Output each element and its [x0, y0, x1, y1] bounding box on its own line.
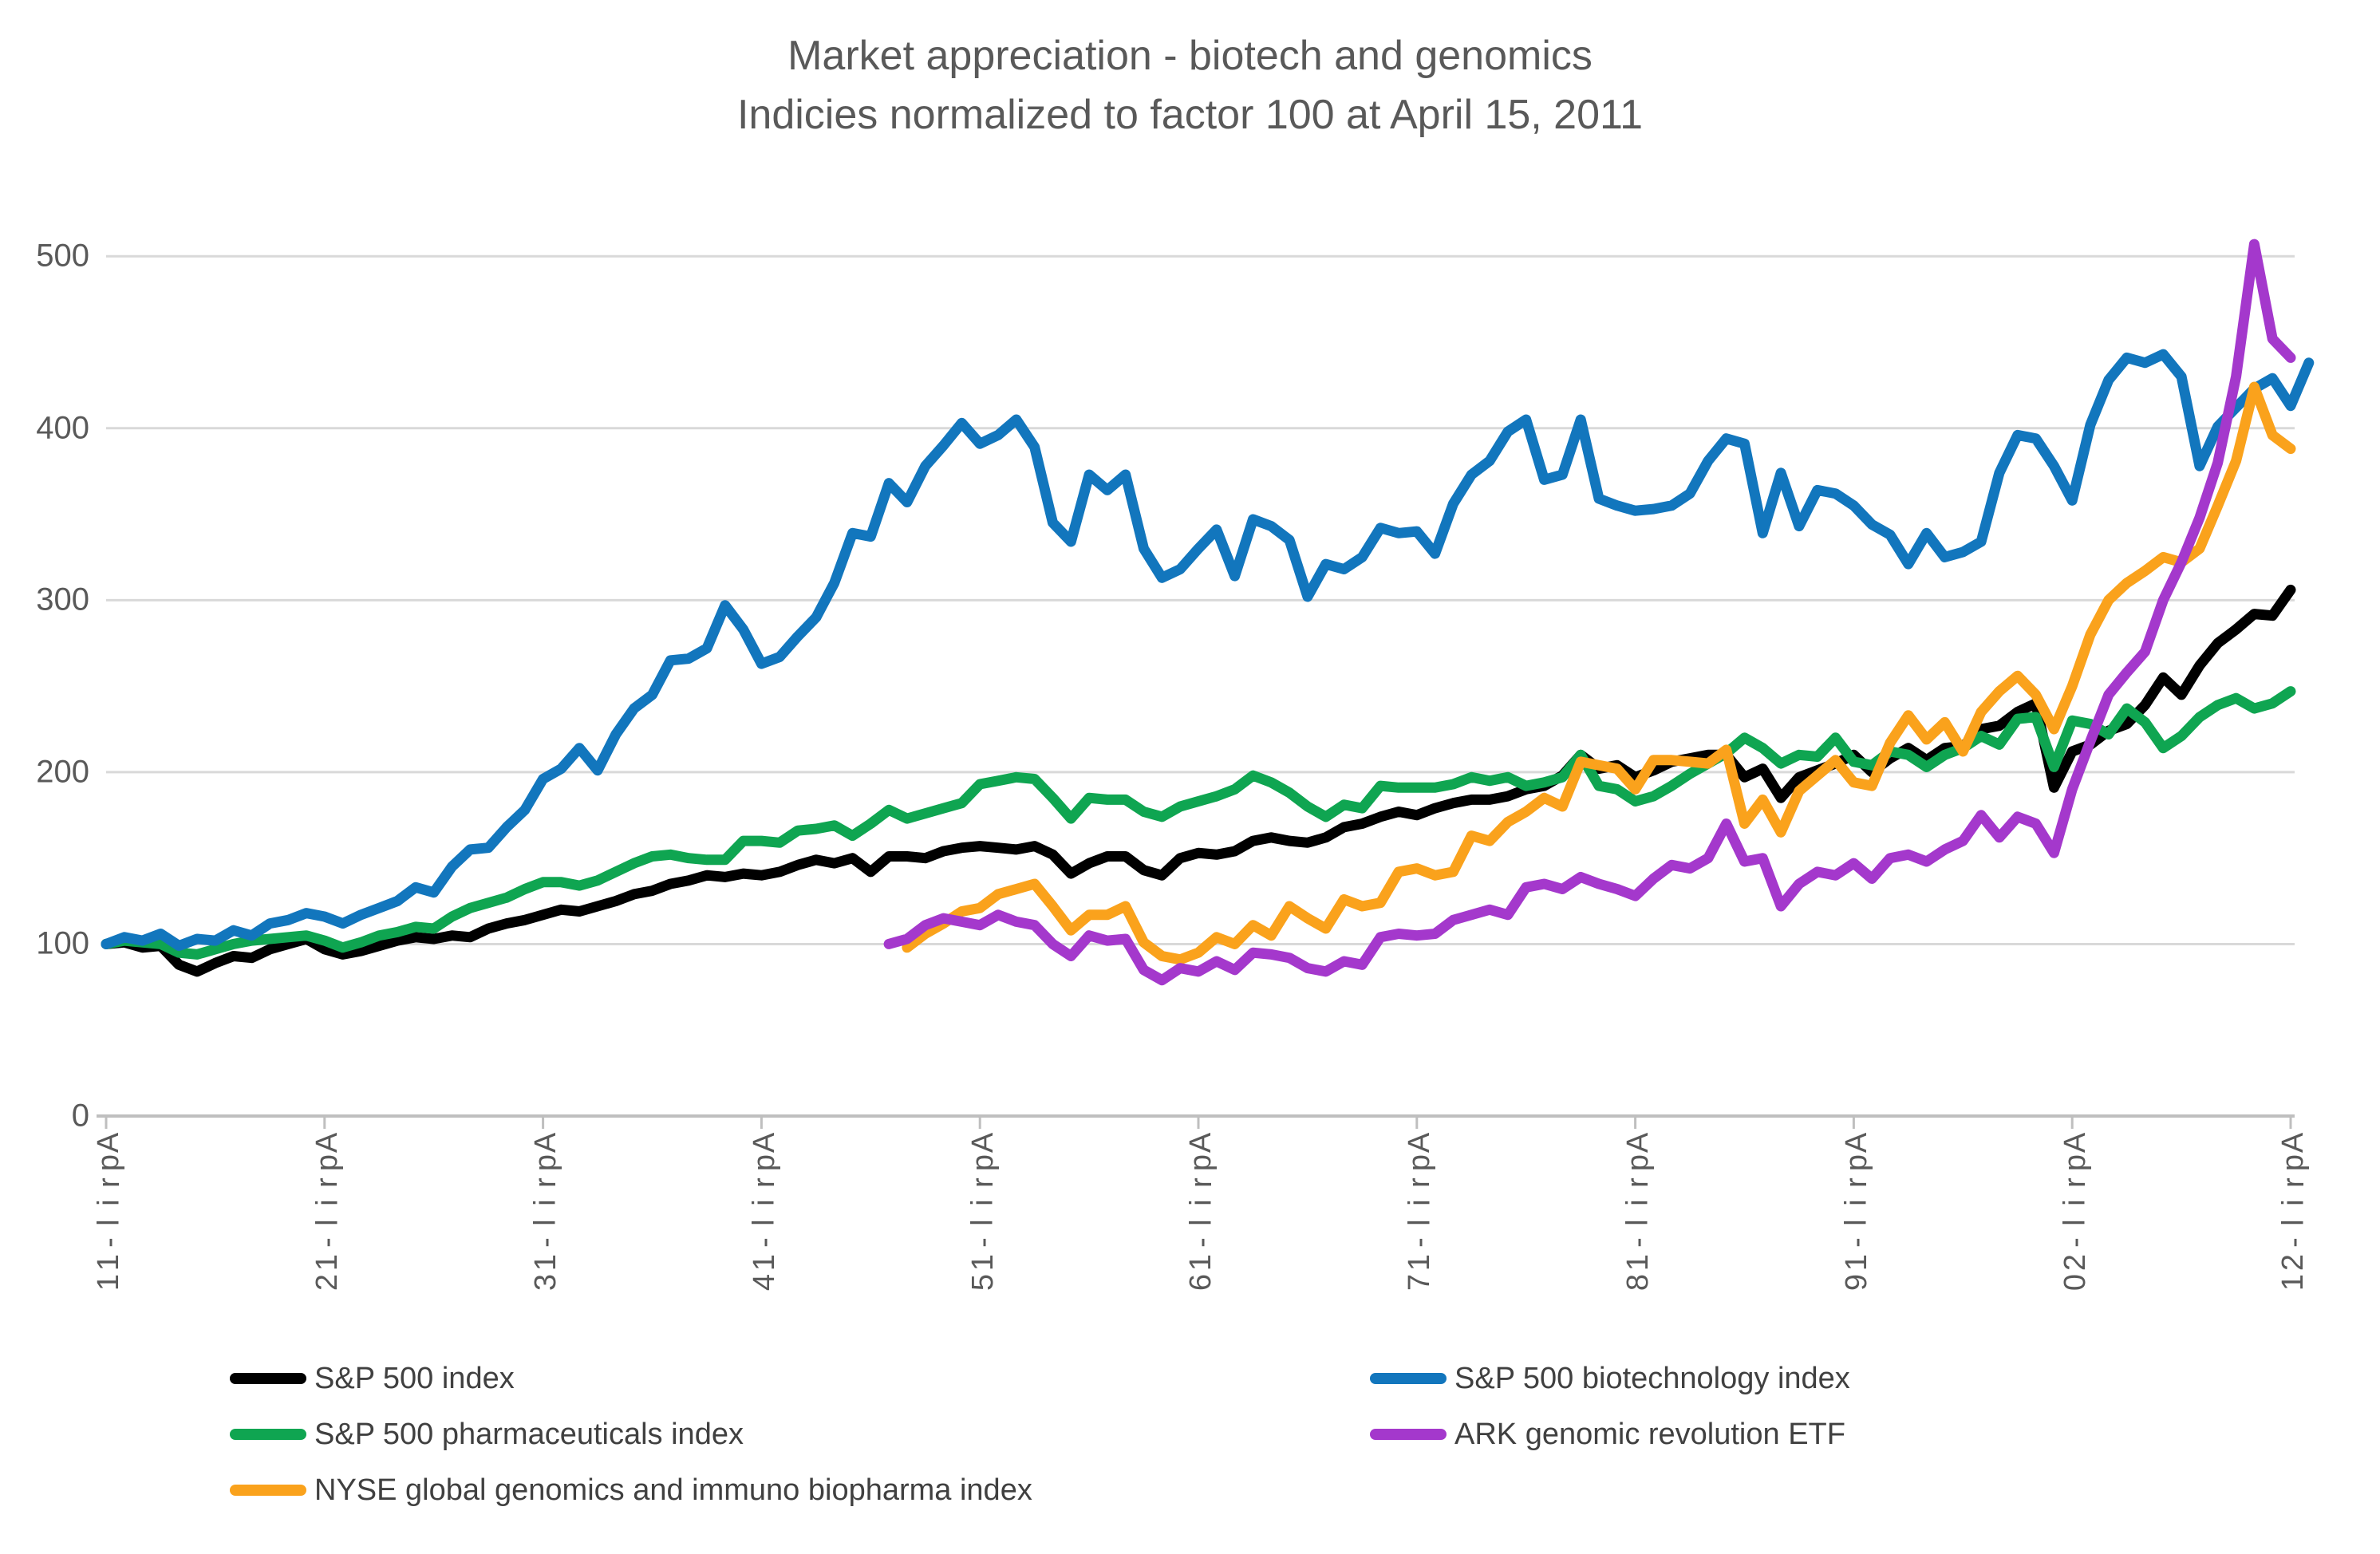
legend-item-purple: ARK genomic revolution ETF [1370, 1417, 1845, 1451]
series-line-arkg [883, 239, 2296, 986]
legend-item-green: S&P 500 pharmaceuticals index [230, 1417, 744, 1451]
legend-swatch-blue [1370, 1373, 1447, 1384]
y-axis-label-200: 200 [36, 754, 89, 790]
series-line-sp500 [101, 584, 2296, 977]
y-axis-label-0: 0 [71, 1098, 89, 1134]
y-axis-label-100: 100 [36, 925, 89, 961]
legend-swatch-orange [230, 1485, 306, 1496]
legend-swatch-purple [1370, 1429, 1447, 1440]
series-line-nyse-genomics [902, 381, 2296, 965]
y-axis-label-300: 300 [36, 582, 89, 617]
legend-label-green: S&P 500 pharmaceuticals index [314, 1417, 744, 1451]
legend-swatch-black [230, 1373, 306, 1384]
legend-item-black: S&P 500 index [230, 1361, 515, 1395]
series-line-biotech [101, 349, 2315, 952]
legend-label-blue: S&P 500 biotechnology index [1454, 1361, 1850, 1395]
legend-item-orange: NYSE global genomics and immuno biopharm… [230, 1473, 1032, 1507]
legend-label-purple: ARK genomic revolution ETF [1454, 1417, 1845, 1451]
y-axis-label-500: 500 [36, 238, 89, 274]
legend-swatch-green [230, 1429, 306, 1440]
legend-label-orange: NYSE global genomics and immuno biopharm… [314, 1473, 1032, 1507]
legend-item-blue: S&P 500 biotechnology index [1370, 1361, 1850, 1395]
chart-title: Market appreciation - biotech and genomi… [787, 33, 1593, 79]
chart-title-block: Market appreciation - biotech and genomi… [0, 27, 2380, 145]
series-line-pharma [101, 686, 2296, 960]
legend-label-black: S&P 500 index [314, 1361, 515, 1395]
chart-subtitle: Indicies normalized to factor 100 at Apr… [736, 91, 1644, 138]
y-axis-label-400: 400 [36, 410, 89, 446]
